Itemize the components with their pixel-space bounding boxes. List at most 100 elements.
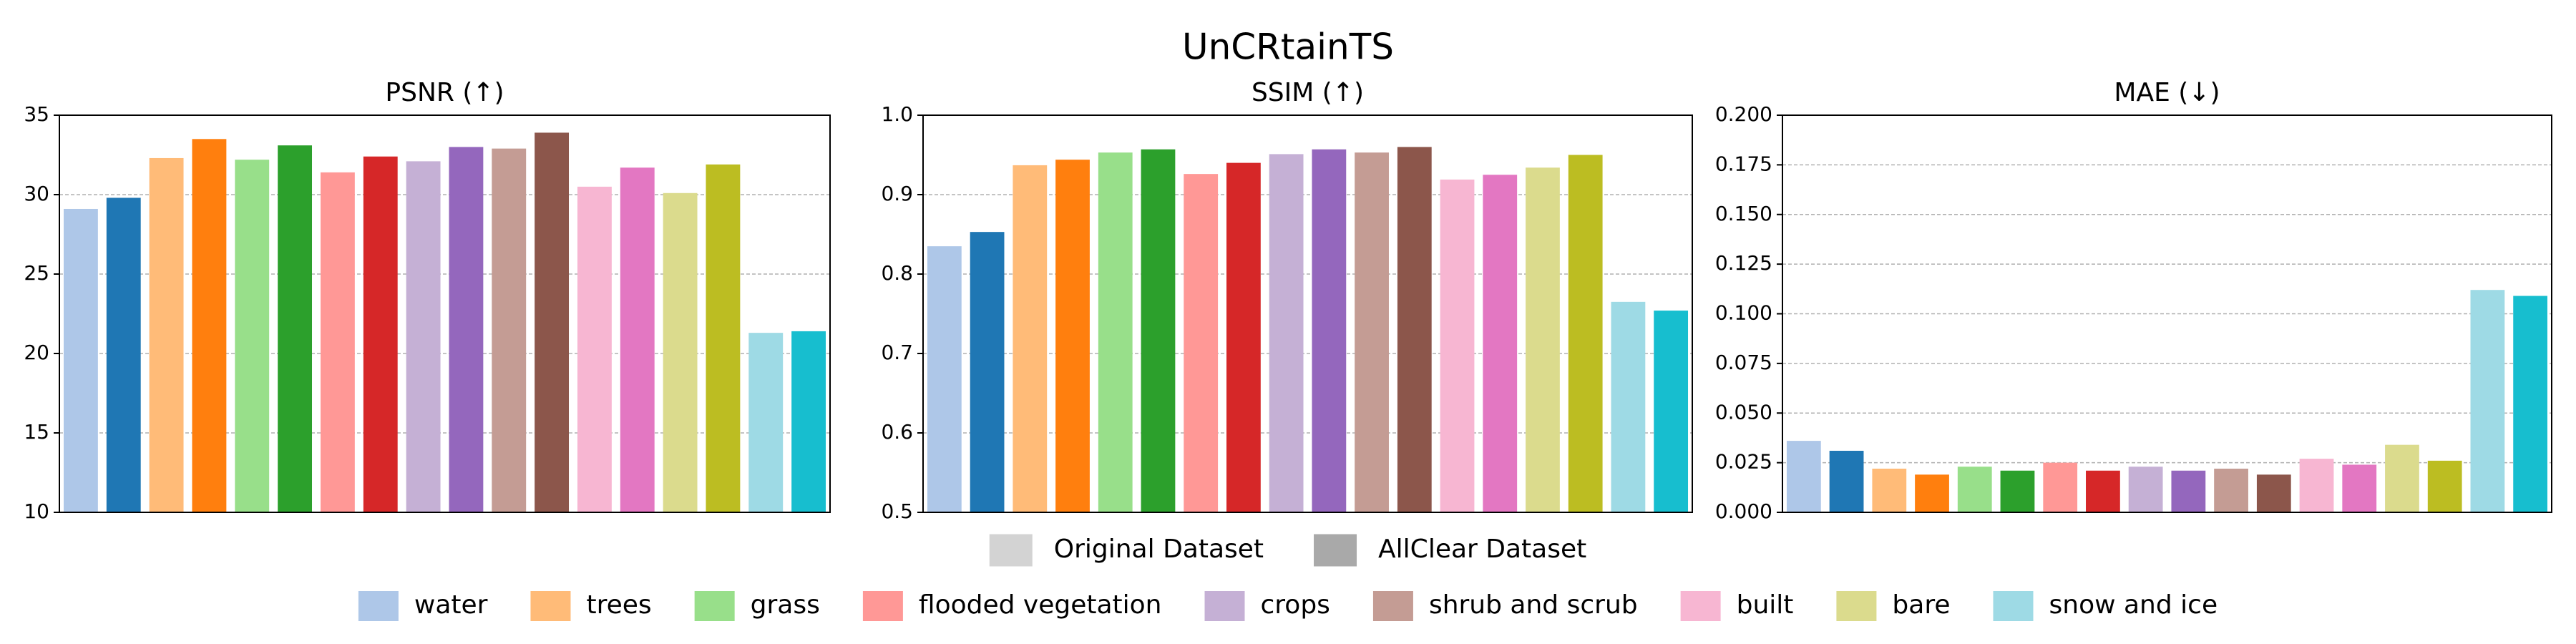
legend-label: crops bbox=[1261, 590, 1330, 620]
axes-frame bbox=[922, 114, 1693, 513]
bar bbox=[577, 186, 612, 512]
y-tick-label: 0.000 bbox=[1715, 499, 1772, 523]
y-tick-label: 0.025 bbox=[1715, 450, 1772, 474]
bar bbox=[706, 164, 741, 512]
legend-label: snow and ice bbox=[2049, 590, 2218, 620]
legend-swatch bbox=[1836, 591, 1877, 621]
legend-label: grass bbox=[751, 590, 820, 620]
bar bbox=[235, 160, 270, 512]
bar bbox=[106, 197, 141, 512]
bar bbox=[149, 157, 184, 512]
bar bbox=[1568, 155, 1603, 512]
bar bbox=[2299, 459, 2334, 512]
bar bbox=[927, 246, 962, 512]
y-tick-label: 0.200 bbox=[1715, 102, 1772, 126]
y-tick-label: 0.125 bbox=[1715, 251, 1772, 275]
y-tick-label: 0.150 bbox=[1715, 202, 1772, 225]
chart-title: MAE (↓) bbox=[2114, 78, 2220, 107]
legend-swatch bbox=[1680, 591, 1721, 621]
y-tick-label: 0.6 bbox=[881, 420, 913, 444]
y-tick-label: 25 bbox=[24, 261, 49, 285]
y-tick-label: 0.8 bbox=[881, 261, 913, 285]
bar bbox=[2171, 470, 2206, 512]
legend-label: shrub and scrub bbox=[1429, 590, 1638, 620]
bar bbox=[278, 145, 313, 512]
bar bbox=[1312, 149, 1347, 513]
bar bbox=[320, 172, 355, 513]
bar bbox=[2086, 470, 2120, 512]
bar bbox=[63, 208, 98, 512]
bar bbox=[2043, 462, 2078, 512]
bar bbox=[2513, 296, 2548, 512]
bar bbox=[2385, 444, 2419, 512]
bar bbox=[1483, 175, 1518, 512]
bar bbox=[620, 167, 655, 512]
bar bbox=[1611, 301, 1646, 512]
bar bbox=[1397, 147, 1432, 512]
y-tick-label: 30 bbox=[24, 182, 49, 205]
y-tick-label: 1.0 bbox=[881, 102, 913, 126]
chart-title: SSIM (↑) bbox=[1252, 78, 1364, 107]
figure-title: UnCRtainTS bbox=[1182, 26, 1394, 68]
bar bbox=[1915, 474, 1949, 512]
legend-swatch bbox=[358, 591, 399, 621]
legend-swatch bbox=[1372, 591, 1413, 621]
bar bbox=[1829, 450, 1864, 512]
bar bbox=[1872, 468, 1907, 512]
bar bbox=[748, 333, 784, 512]
bar bbox=[2342, 464, 2377, 512]
y-tick-label: 0.075 bbox=[1715, 351, 1772, 374]
legend-label: trees bbox=[586, 590, 651, 620]
bar bbox=[1184, 174, 1219, 512]
bar bbox=[1355, 152, 1389, 513]
bar bbox=[449, 147, 484, 512]
y-tick-label: 35 bbox=[24, 102, 49, 126]
bar bbox=[1226, 162, 1261, 512]
bar bbox=[1440, 179, 1475, 512]
bar bbox=[2256, 474, 2291, 512]
bar bbox=[2427, 460, 2462, 512]
bar bbox=[2470, 290, 2505, 512]
legend-swatch bbox=[862, 591, 903, 621]
y-tick-label: 0.175 bbox=[1715, 152, 1772, 175]
legend-swatch bbox=[1204, 591, 1245, 621]
bar bbox=[1957, 467, 1992, 512]
y-tick-label: 0.050 bbox=[1715, 400, 1772, 424]
legend-label: water bbox=[414, 590, 488, 620]
bar bbox=[535, 132, 570, 513]
bar bbox=[1141, 149, 1176, 513]
bar bbox=[1098, 152, 1133, 513]
bar bbox=[791, 331, 826, 512]
bar bbox=[2128, 467, 2163, 512]
bar bbox=[1786, 441, 1821, 512]
bar bbox=[970, 232, 1005, 512]
bar bbox=[2214, 468, 2248, 512]
chart-title: PSNR (↑) bbox=[385, 78, 504, 107]
axes-frame bbox=[59, 114, 831, 513]
axes-frame bbox=[1782, 114, 2552, 513]
bar bbox=[1269, 154, 1304, 512]
bar bbox=[663, 192, 698, 512]
legend-swatch bbox=[989, 534, 1033, 567]
legend-label: bare bbox=[1892, 590, 1950, 620]
y-tick-label: 0.9 bbox=[881, 182, 913, 205]
bar bbox=[1526, 167, 1560, 512]
bar bbox=[1654, 311, 1689, 512]
legend-label: Original Dataset bbox=[1054, 535, 1264, 564]
bar bbox=[363, 156, 398, 512]
bar bbox=[2000, 470, 2035, 512]
legend-swatch bbox=[530, 591, 571, 621]
y-tick-label: 15 bbox=[24, 420, 49, 444]
bar bbox=[406, 161, 441, 512]
y-tick-label: 10 bbox=[24, 499, 49, 523]
y-tick-label: 20 bbox=[24, 341, 49, 364]
bar bbox=[1055, 160, 1090, 512]
legend-label: built bbox=[1737, 590, 1794, 620]
bar bbox=[192, 139, 227, 513]
y-tick-label: 0.7 bbox=[881, 341, 913, 364]
legend-swatch bbox=[694, 591, 735, 621]
y-tick-label: 0.100 bbox=[1715, 301, 1772, 325]
legend-swatch bbox=[1314, 534, 1357, 567]
legend-swatch bbox=[1993, 591, 2034, 621]
